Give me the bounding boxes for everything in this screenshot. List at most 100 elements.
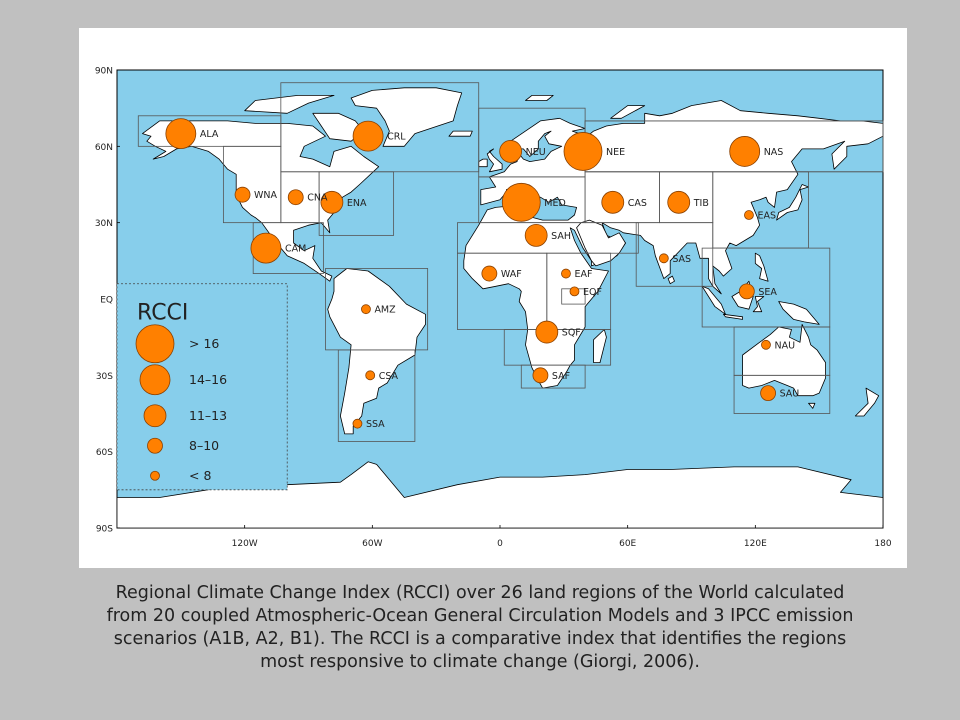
legend-label: 14–16 bbox=[189, 372, 227, 387]
rcci-dot-cam bbox=[250, 232, 282, 264]
legend-dot bbox=[139, 364, 171, 396]
rcci-dot-waf bbox=[481, 265, 498, 282]
land-svalbard bbox=[525, 95, 554, 101]
region-label-ena: ENA bbox=[347, 198, 367, 209]
land-arabia-fix bbox=[576, 219, 626, 267]
land-sumatra bbox=[701, 285, 726, 315]
rcci-dot-sea bbox=[738, 283, 755, 300]
land-new-guinea bbox=[778, 301, 820, 325]
land-south-america bbox=[327, 268, 426, 435]
lon-tick-label: 120E bbox=[744, 539, 767, 549]
rcci-dot-amz bbox=[361, 304, 371, 315]
caption-line-1: Regional Climate Change Index (RCCI) ove… bbox=[115, 583, 845, 603]
rcci-dot-nau bbox=[761, 339, 771, 350]
rcci-dot-sqf bbox=[535, 320, 559, 344]
caption-line-2: from 20 coupled Atmospheric-Ocean Genera… bbox=[106, 606, 854, 626]
region-label-saf: SAF bbox=[552, 371, 570, 382]
region-label-cgi: CRL bbox=[387, 132, 406, 143]
lat-tick-label: 30N bbox=[95, 219, 113, 229]
region-label-ala: ALA bbox=[200, 129, 219, 140]
rcci-dot-eaf bbox=[561, 268, 571, 279]
caption-line-3: scenarios (A1B, A2, B1). The RCCI is a c… bbox=[113, 629, 847, 649]
land-java bbox=[723, 313, 743, 320]
map-panel: ALA CRL WNA CNA ENA CAM AMZ SSA CSA NEU MED NEE NAS C… bbox=[79, 28, 907, 568]
region-label-sau: SAU bbox=[780, 389, 800, 400]
region-label-ssa: SSA bbox=[366, 419, 385, 430]
region-label-eas: EAS bbox=[757, 211, 776, 222]
region-label-sqf: SQF bbox=[562, 328, 581, 339]
legend-label: 8–10 bbox=[189, 438, 219, 453]
region-label-waf: WAF bbox=[501, 269, 522, 280]
rcci-dot-cna bbox=[287, 189, 304, 206]
region-label-sah: SAH bbox=[551, 231, 571, 242]
land-philippines bbox=[754, 252, 769, 282]
rcci-dot-neu bbox=[499, 140, 523, 163]
rcci-dot-nee bbox=[563, 132, 603, 171]
land-new-zealand bbox=[854, 387, 880, 417]
land-sulawesi bbox=[752, 296, 765, 313]
lon-tick-label: 0 bbox=[497, 539, 503, 549]
legend-dot bbox=[150, 470, 160, 481]
region-label-cna: CNA bbox=[307, 193, 328, 204]
lon-tick-label: 60E bbox=[619, 539, 636, 549]
rcci-dot-cas bbox=[601, 190, 625, 214]
lon-tick-label: 120W bbox=[232, 539, 258, 549]
legend-label: 11–13 bbox=[189, 408, 227, 423]
region-label-eqf: EQF bbox=[583, 287, 602, 298]
legend-label: > 16 bbox=[189, 336, 219, 351]
region-label-cas: CAS bbox=[628, 198, 647, 209]
figure-caption: Regional Climate Change Index (RCCI) ove… bbox=[40, 582, 920, 674]
lat-tick-label: EQ bbox=[100, 296, 113, 306]
rcci-dot-tib bbox=[667, 190, 691, 214]
region-label-wna: WNA bbox=[254, 190, 277, 201]
rcci-dot-ena bbox=[320, 190, 344, 214]
region-label-neu: NEU bbox=[526, 147, 546, 158]
land-madagascar bbox=[593, 329, 607, 363]
region-box-ssa bbox=[337, 349, 416, 442]
rcci-dot-eqf bbox=[569, 286, 580, 297]
region-box-ena bbox=[318, 171, 395, 236]
rcci-dot-sas bbox=[658, 253, 669, 264]
caption-line-4: most responsive to climate change (Giorg… bbox=[260, 652, 700, 672]
lat-tick-label: 60N bbox=[95, 143, 113, 153]
region-label-nas: NAS bbox=[764, 147, 784, 158]
region-label-med: MED bbox=[544, 198, 566, 209]
rcci-dot-csa bbox=[365, 370, 376, 381]
lon-tick-label: 60W bbox=[362, 539, 382, 549]
region-label-cam: CAM bbox=[285, 244, 306, 255]
legend-dot bbox=[147, 437, 163, 454]
legend-dot bbox=[143, 404, 167, 428]
land-iceland bbox=[448, 130, 473, 137]
lat-tick-label: 90N bbox=[95, 67, 113, 77]
legend-label: < 8 bbox=[189, 468, 211, 483]
rcci-world-map: ALA CRL WNA CNA ENA CAM AMZ SSA CSA NEU MED NEE NAS C… bbox=[95, 67, 892, 550]
region-box-sas bbox=[635, 222, 714, 287]
land-north-america bbox=[142, 120, 380, 282]
region-box-sau bbox=[733, 374, 831, 414]
region-label-tib: TIB bbox=[693, 198, 709, 209]
land-britain bbox=[486, 148, 503, 173]
rcci-dot-med bbox=[501, 182, 541, 222]
land-arctic-islands bbox=[244, 95, 335, 114]
region-label-sea: SEA bbox=[758, 287, 777, 298]
legend-dot bbox=[135, 324, 175, 364]
rcci-dot-sau bbox=[760, 385, 776, 402]
region-label-amz: AMZ bbox=[374, 305, 396, 316]
lat-tick-label: 30S bbox=[96, 372, 113, 382]
region-label-eaf: EAF bbox=[574, 269, 592, 280]
land-novaya-zemlya bbox=[610, 105, 646, 119]
rcci-dot-saf bbox=[532, 367, 549, 384]
land-sri-lanka bbox=[667, 275, 675, 285]
land-greenland bbox=[350, 87, 463, 147]
region-box-saf bbox=[520, 364, 586, 389]
rcci-dot-ssa bbox=[352, 418, 363, 429]
region-label-sas: SAS bbox=[672, 254, 691, 265]
region-label-csa: CSA bbox=[379, 371, 399, 382]
legend-title: RCCI bbox=[137, 301, 188, 326]
rcci-dot-eas bbox=[744, 210, 754, 220]
rcci-dot-nas bbox=[729, 136, 761, 167]
rcci-dot-ala bbox=[165, 118, 197, 150]
land-tasmania bbox=[808, 402, 816, 409]
region-label-nau: NAU bbox=[774, 340, 795, 351]
rcci-dot-sah bbox=[524, 223, 548, 247]
